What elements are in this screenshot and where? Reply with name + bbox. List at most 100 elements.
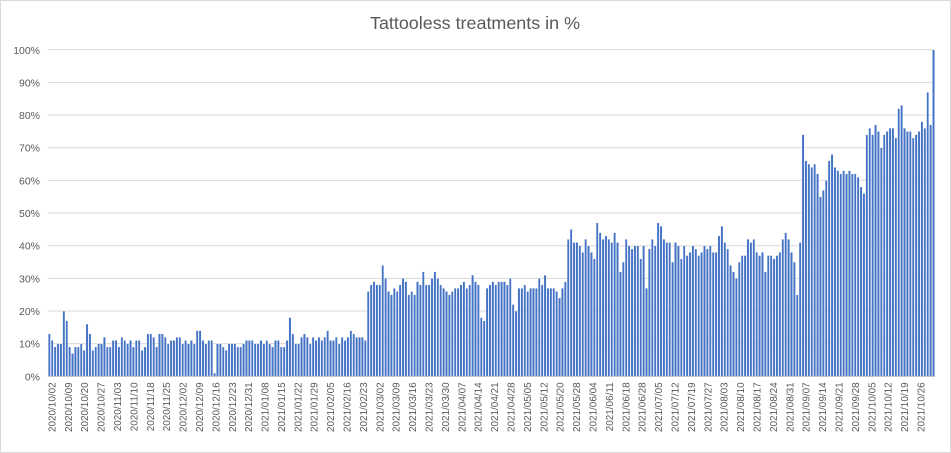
bar bbox=[308, 343, 312, 377]
bar bbox=[343, 340, 347, 377]
bar bbox=[297, 343, 300, 377]
bar bbox=[607, 239, 611, 377]
bar bbox=[729, 265, 732, 377]
bar bbox=[581, 252, 585, 377]
x-tick-label: 2020/10/20 bbox=[80, 382, 91, 432]
bar bbox=[103, 336, 106, 377]
bar bbox=[790, 252, 793, 377]
bar bbox=[216, 343, 219, 377]
bar bbox=[442, 287, 445, 377]
bar bbox=[364, 340, 367, 377]
bar bbox=[595, 222, 599, 377]
x-tick-label: 2020/12/31 bbox=[244, 382, 255, 432]
bar bbox=[749, 242, 753, 377]
bar bbox=[184, 340, 187, 377]
bar bbox=[250, 340, 254, 377]
bar bbox=[158, 333, 161, 377]
bar bbox=[575, 242, 579, 377]
bar bbox=[682, 245, 686, 377]
bar bbox=[424, 284, 428, 377]
bar bbox=[732, 271, 735, 377]
bar bbox=[233, 343, 237, 377]
x-tick-label: 2021/07/05 bbox=[654, 382, 665, 432]
bar bbox=[187, 343, 190, 377]
bar bbox=[181, 343, 185, 377]
x-tick-label: 2021/03/02 bbox=[375, 382, 386, 432]
bar bbox=[79, 343, 83, 377]
y-tick-label: 0% bbox=[25, 372, 40, 383]
bar bbox=[601, 239, 605, 377]
bar bbox=[659, 225, 663, 377]
x-tick-label: 2021/01/08 bbox=[261, 382, 272, 432]
bar bbox=[262, 343, 266, 377]
y-tick-label: 40% bbox=[19, 242, 40, 253]
bar bbox=[671, 261, 674, 377]
x-tick-label: 2021/06/11 bbox=[605, 382, 616, 431]
bar bbox=[152, 336, 156, 377]
x-tick-label: 2021/01/15 bbox=[277, 382, 288, 432]
bar bbox=[885, 131, 889, 377]
bar bbox=[291, 333, 295, 377]
bar bbox=[474, 281, 477, 377]
bar bbox=[485, 287, 489, 377]
bar bbox=[610, 242, 614, 377]
bar bbox=[845, 173, 848, 377]
bar bbox=[572, 242, 576, 377]
bar bbox=[88, 333, 92, 377]
bar bbox=[558, 297, 561, 377]
bar bbox=[224, 350, 228, 377]
bar bbox=[294, 343, 298, 377]
bar bbox=[769, 255, 773, 377]
bar bbox=[819, 196, 822, 377]
bar bbox=[227, 343, 231, 377]
bar bbox=[903, 127, 906, 377]
x-tick-label: 2020/11/03 bbox=[113, 382, 124, 431]
x-tick-label: 2021/06/18 bbox=[621, 382, 632, 432]
x-tick-label: 2021/04/21 bbox=[490, 382, 501, 432]
bar bbox=[523, 284, 527, 377]
bar bbox=[108, 346, 112, 377]
bar bbox=[590, 252, 593, 377]
x-tick-label: 2021/09/07 bbox=[802, 382, 813, 432]
bar bbox=[810, 167, 814, 377]
bar bbox=[398, 284, 402, 377]
x-tick-label: 2021/10/19 bbox=[900, 382, 911, 432]
bar bbox=[268, 343, 271, 377]
bar bbox=[94, 346, 98, 377]
bar bbox=[242, 343, 245, 377]
bar bbox=[479, 317, 483, 377]
x-tick-label: 2021/05/05 bbox=[523, 382, 534, 432]
x-tick-label: 2021/04/28 bbox=[507, 382, 518, 432]
chart-title: Tattooless treatments in % bbox=[370, 13, 580, 33]
bar bbox=[793, 261, 796, 377]
bar bbox=[668, 242, 672, 377]
bar bbox=[161, 333, 164, 377]
x-tick-label: 2020/12/09 bbox=[195, 382, 206, 432]
bar bbox=[827, 160, 831, 377]
bar bbox=[714, 252, 718, 377]
x-tick-label: 2021/08/31 bbox=[785, 382, 796, 432]
bar bbox=[517, 287, 521, 377]
bar bbox=[616, 242, 619, 377]
bar bbox=[619, 271, 622, 377]
bar bbox=[413, 294, 416, 377]
bar bbox=[540, 284, 544, 377]
x-tick-label: 2020/10/27 bbox=[97, 382, 108, 432]
bar bbox=[561, 287, 564, 377]
x-tick-label: 2020/11/10 bbox=[129, 382, 140, 431]
bar bbox=[929, 124, 932, 377]
bar bbox=[648, 248, 651, 377]
bar bbox=[874, 124, 877, 377]
bar bbox=[549, 287, 553, 377]
bar bbox=[100, 343, 103, 377]
x-tick-label: 2020/10/09 bbox=[64, 382, 75, 432]
bar bbox=[372, 281, 376, 377]
bar bbox=[624, 239, 628, 377]
bar bbox=[85, 323, 89, 377]
x-tick-label: 2021/07/27 bbox=[703, 382, 714, 432]
bar bbox=[923, 127, 927, 377]
bar bbox=[384, 278, 387, 377]
bar bbox=[314, 340, 318, 377]
bar bbox=[795, 294, 799, 377]
